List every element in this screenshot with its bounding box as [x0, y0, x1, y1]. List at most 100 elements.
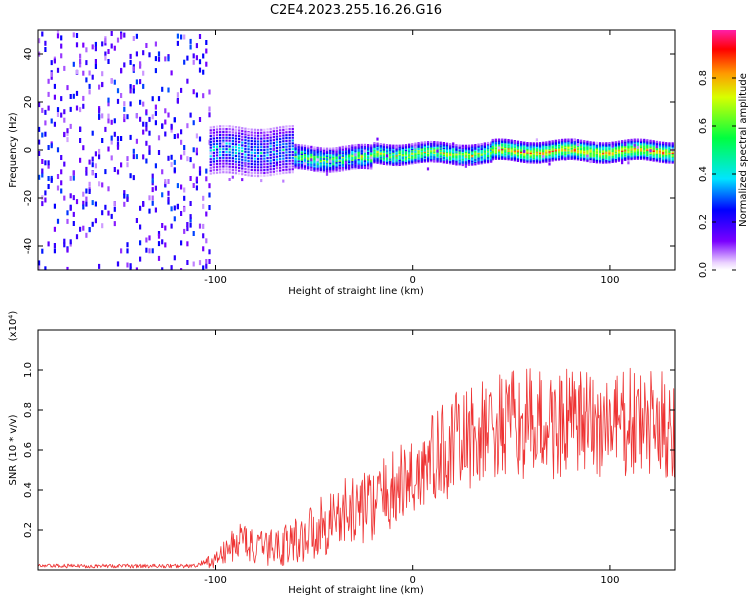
- heatmap-cell: [250, 140, 253, 143]
- heatmap-cell: [300, 167, 303, 170]
- heatmap-cell: [655, 143, 658, 146]
- heatmap-cell: [614, 159, 617, 162]
- heatmap-cell: [373, 142, 376, 145]
- heatmap-cell: [291, 125, 294, 128]
- heatmap-cell: [354, 149, 357, 153]
- heatmap-cell: [357, 161, 360, 164]
- heatmap-cell: [329, 153, 332, 156]
- heatmap-cell: [643, 147, 646, 150]
- heatmap-cell: [483, 153, 486, 156]
- heatmap-cell: [291, 139, 294, 142]
- heatmap-cell: [561, 147, 564, 150]
- heatmap-cell: [614, 148, 617, 151]
- heatmap-cell: [231, 163, 234, 166]
- heatmap-cell: [253, 174, 257, 177]
- heatmap-cell: [316, 161, 319, 164]
- heatmap-cell: [376, 154, 379, 157]
- heatmap-cell: [157, 255, 161, 261]
- heatmap-cell: [586, 159, 589, 163]
- heatmap-cell: [532, 151, 535, 155]
- heatmap-cell: [621, 150, 624, 154]
- heatmap-cell: [313, 162, 316, 165]
- heatmap-cell: [63, 131, 66, 137]
- heatmap-cell: [595, 149, 598, 152]
- heatmap-cell: [567, 138, 570, 141]
- heatmap-cell: [671, 155, 674, 158]
- heatmap-cell: [579, 143, 583, 146]
- heatmap-cell: [579, 156, 583, 159]
- heatmap-cell: [414, 145, 417, 149]
- heatmap-cell: [523, 146, 526, 149]
- heatmap-cell: [297, 146, 300, 150]
- heatmap-cell: [404, 163, 408, 166]
- heatmap-cell: [627, 148, 630, 151]
- heatmap-cell: [483, 155, 486, 158]
- heatmap-cell: [167, 196, 170, 202]
- heatmap-cell: [426, 157, 430, 160]
- heatmap-cell: [471, 158, 474, 161]
- heatmap-cell: [256, 134, 260, 137]
- heatmap-cell: [668, 160, 671, 163]
- heatmap-cell: [272, 156, 275, 159]
- heatmap-cell: [38, 265, 41, 270]
- heatmap-cell: [636, 156, 639, 159]
- heatmap-cell: [360, 162, 363, 165]
- heatmap-cell: [263, 166, 266, 169]
- heatmap-cell: [477, 159, 480, 162]
- heatmap-cell: [627, 140, 630, 143]
- heatmap-cell: [520, 144, 523, 147]
- heatmap-cell: [576, 146, 580, 149]
- heatmap-cell: [260, 137, 263, 140]
- heatmap-cell: [228, 139, 231, 142]
- heatmap-cell: [494, 156, 497, 159]
- heatmap-cell: [483, 143, 486, 146]
- heatmap-cell: [665, 151, 668, 154]
- heatmap-cell: [480, 151, 483, 154]
- heatmap-cell: [449, 151, 452, 154]
- heatmap-cell: [376, 149, 379, 152]
- heatmap-cell: [263, 171, 266, 175]
- heatmap-cell: [658, 143, 662, 146]
- heatmap-cell: [535, 144, 539, 147]
- heatmap-cell: [60, 155, 63, 160]
- heatmap-cell: [471, 163, 474, 166]
- heatmap-cell: [222, 133, 225, 136]
- heatmap-cell: [501, 156, 504, 159]
- heatmap-cell: [662, 146, 665, 149]
- heatmap-cell: [401, 158, 404, 161]
- heatmap-cell: [389, 154, 392, 157]
- heatmap-cell: [66, 85, 69, 91]
- heatmap-cell: [655, 158, 658, 161]
- heatmap-cell: [382, 160, 385, 163]
- heatmap-cell: [480, 155, 483, 158]
- heatmap-cell: [592, 145, 595, 148]
- heatmap-cell: [649, 151, 652, 154]
- heatmap-cell: [110, 43, 113, 49]
- heatmap-cell: [605, 154, 608, 157]
- heatmap-cell: [567, 148, 570, 151]
- heatmap-cell: [507, 155, 510, 158]
- heatmap-cell: [532, 143, 535, 146]
- heatmap-cell: [614, 155, 617, 158]
- heatmap-cell: [662, 144, 665, 147]
- heatmap-cell: [205, 263, 208, 269]
- heatmap-cell: [85, 60, 88, 66]
- heatmap-cell: [583, 141, 586, 144]
- heatmap-cell: [192, 183, 195, 188]
- heatmap-cell: [646, 158, 649, 161]
- heatmap-cell: [510, 139, 513, 142]
- heatmap-cell: [228, 133, 231, 137]
- heatmap-cell: [639, 147, 643, 150]
- heatmap-cell: [557, 153, 561, 156]
- heatmap-cell: [282, 128, 285, 131]
- heatmap-cell: [542, 144, 545, 147]
- heatmap-cell: [576, 153, 580, 156]
- heatmap-cell: [516, 150, 520, 153]
- heatmap-cell: [329, 154, 332, 157]
- heatmap-cell: [461, 160, 464, 163]
- heatmap-cell: [335, 164, 338, 167]
- heatmap-cell: [573, 138, 576, 142]
- heatmap-cell: [411, 145, 414, 148]
- heatmap-cell: [307, 152, 310, 155]
